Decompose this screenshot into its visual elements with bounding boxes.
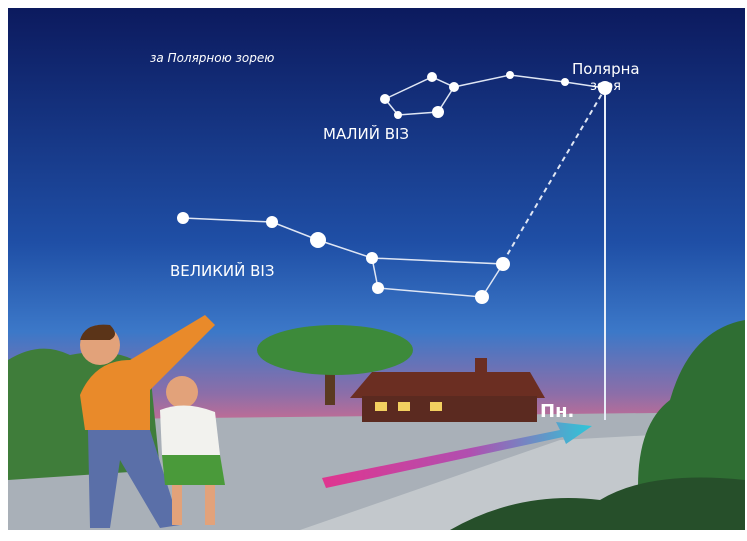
boy-shorts [162, 455, 225, 485]
star [427, 72, 437, 82]
tree-crown [257, 325, 413, 375]
star [432, 106, 444, 118]
star [177, 212, 189, 224]
star [394, 111, 402, 119]
boy-leg [205, 485, 215, 525]
polar-star-label: зоря [590, 79, 621, 94]
window [430, 402, 442, 411]
star [366, 252, 378, 264]
star [266, 216, 278, 228]
star [449, 82, 459, 92]
star [506, 71, 514, 79]
star [310, 232, 326, 248]
window [375, 402, 387, 411]
star [496, 257, 510, 271]
star [561, 78, 569, 86]
north-label: Пн. [540, 401, 574, 422]
house [362, 396, 537, 422]
star [372, 282, 384, 294]
star [475, 290, 489, 304]
big-dipper-label: ВЕЛИКИЙ ВІЗ [170, 261, 274, 280]
polar-star-label: Полярна [572, 60, 640, 78]
window [398, 402, 410, 411]
boy-leg [172, 485, 182, 525]
caption: за Полярною зорею [150, 51, 274, 65]
roof [350, 372, 545, 398]
illustration: за Полярною зорею Полярна зоря МАЛИЙ ВІЗ… [0, 0, 747, 541]
little-dipper-label: МАЛИЙ ВІЗ [323, 124, 409, 143]
boy-shirt [160, 405, 220, 455]
star [380, 94, 390, 104]
boy-head [166, 376, 198, 408]
